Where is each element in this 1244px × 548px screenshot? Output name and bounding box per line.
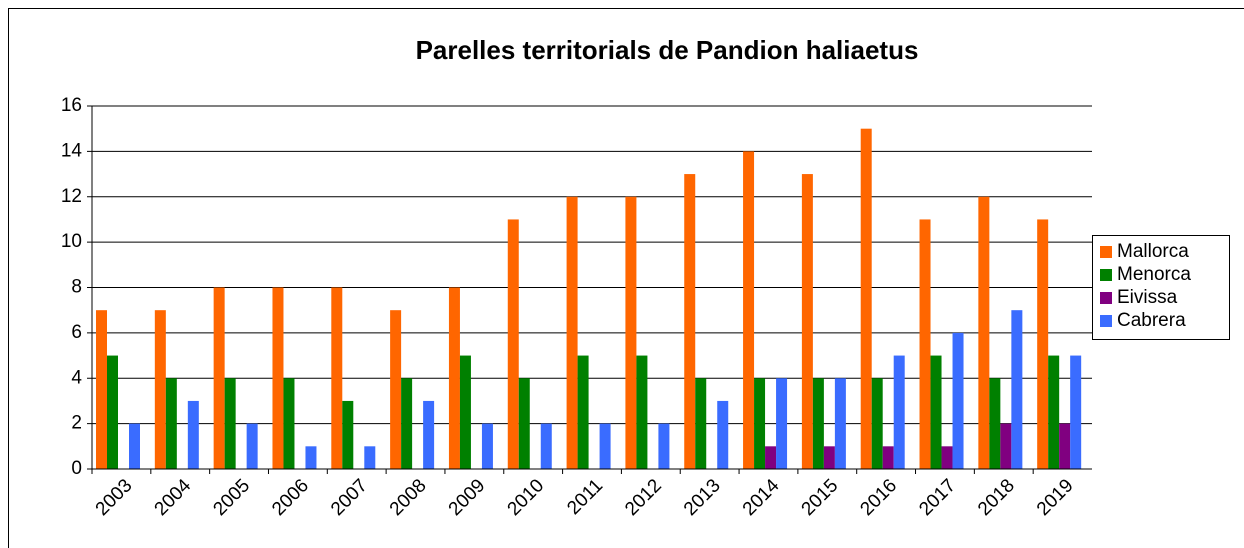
legend-swatch xyxy=(1100,292,1112,304)
bar xyxy=(599,423,611,469)
legend-swatch xyxy=(1100,246,1112,258)
bar xyxy=(636,355,648,469)
bar xyxy=(272,287,284,469)
bar xyxy=(129,423,140,469)
y-tick-label: 10 xyxy=(61,231,82,252)
bar xyxy=(224,378,236,469)
x-tick-label: 2010 xyxy=(504,475,549,520)
bar xyxy=(625,196,637,469)
bar xyxy=(187,400,199,469)
bar xyxy=(871,378,883,469)
x-tick-label: 2005 xyxy=(209,475,254,520)
bar xyxy=(448,287,460,469)
bar xyxy=(941,446,953,469)
bar xyxy=(305,446,317,469)
x-tick-label: 2016 xyxy=(856,475,901,520)
y-tick-label: 4 xyxy=(71,367,82,388)
bar xyxy=(743,151,755,469)
legend-label: Mallorca xyxy=(1117,241,1189,262)
legend-label: Menorca xyxy=(1117,264,1191,285)
bar xyxy=(507,219,519,469)
x-tick-label: 2006 xyxy=(268,475,313,520)
x-tick-label: 2004 xyxy=(151,475,196,520)
legend-label: Eivissa xyxy=(1117,287,1178,308)
bar xyxy=(776,378,788,469)
legend-swatch xyxy=(1100,269,1112,281)
bar xyxy=(1048,355,1060,469)
y-tick-label: 6 xyxy=(71,322,82,343)
y-tick-label: 12 xyxy=(61,186,82,207)
bar xyxy=(1037,219,1049,469)
bar xyxy=(154,310,166,469)
bar xyxy=(577,355,589,469)
x-tick-label: 2015 xyxy=(798,475,843,520)
bar xyxy=(213,287,225,469)
bar xyxy=(246,423,258,469)
bar xyxy=(364,446,376,469)
y-tick-label: 16 xyxy=(61,95,82,116)
bar xyxy=(952,332,964,469)
x-tick-label: 2014 xyxy=(739,475,784,520)
bar xyxy=(882,446,894,469)
x-tick-label: 2018 xyxy=(974,475,1019,520)
x-tick-label: 2012 xyxy=(621,475,666,520)
y-tick-label: 2 xyxy=(71,413,82,434)
bar xyxy=(754,378,766,469)
bar xyxy=(860,128,872,469)
bar xyxy=(540,423,552,469)
bar xyxy=(481,423,493,469)
bar xyxy=(930,355,942,469)
x-tick-label: 2011 xyxy=(563,475,607,519)
x-tick-label: 2007 xyxy=(327,475,372,520)
x-tick-label: 2017 xyxy=(915,475,960,520)
bar xyxy=(331,287,343,469)
bar xyxy=(518,378,530,469)
bar xyxy=(695,378,707,469)
bar xyxy=(801,174,813,469)
bar xyxy=(765,446,777,469)
chart-title: Parelles territorials de Pandion haliaet… xyxy=(416,35,919,65)
x-tick-label: 2009 xyxy=(445,475,490,520)
legend-swatch xyxy=(1100,315,1112,327)
legend-box xyxy=(1092,235,1230,340)
x-tick-label: 2013 xyxy=(680,475,725,520)
bar xyxy=(812,378,824,469)
bar xyxy=(1059,423,1071,469)
bar xyxy=(107,355,118,469)
bar xyxy=(658,423,670,469)
x-tick-label: 2003 xyxy=(92,475,137,520)
bar xyxy=(390,310,402,469)
bar xyxy=(96,310,107,469)
bar xyxy=(684,174,696,469)
bar xyxy=(423,400,435,469)
bar xyxy=(459,355,471,469)
legend-label: Cabrera xyxy=(1117,310,1186,331)
bar xyxy=(978,196,990,469)
bar xyxy=(165,378,177,469)
bar xyxy=(1011,310,1023,469)
x-tick-label: 2019 xyxy=(1033,475,1078,520)
bar xyxy=(834,378,846,469)
bar xyxy=(717,400,729,469)
bar xyxy=(342,400,354,469)
x-tick-label: 2008 xyxy=(386,475,431,520)
bar xyxy=(989,378,1001,469)
bar xyxy=(919,219,931,469)
y-tick-label: 14 xyxy=(61,140,83,161)
bar xyxy=(1000,423,1012,469)
bar xyxy=(401,378,413,469)
y-tick-label: 8 xyxy=(71,277,82,298)
bar xyxy=(283,378,295,469)
chart-border xyxy=(8,8,1244,548)
bar xyxy=(823,446,835,469)
y-tick-label: 0 xyxy=(71,458,82,479)
bar xyxy=(893,355,905,469)
bar xyxy=(1070,355,1082,469)
bar xyxy=(566,196,578,469)
